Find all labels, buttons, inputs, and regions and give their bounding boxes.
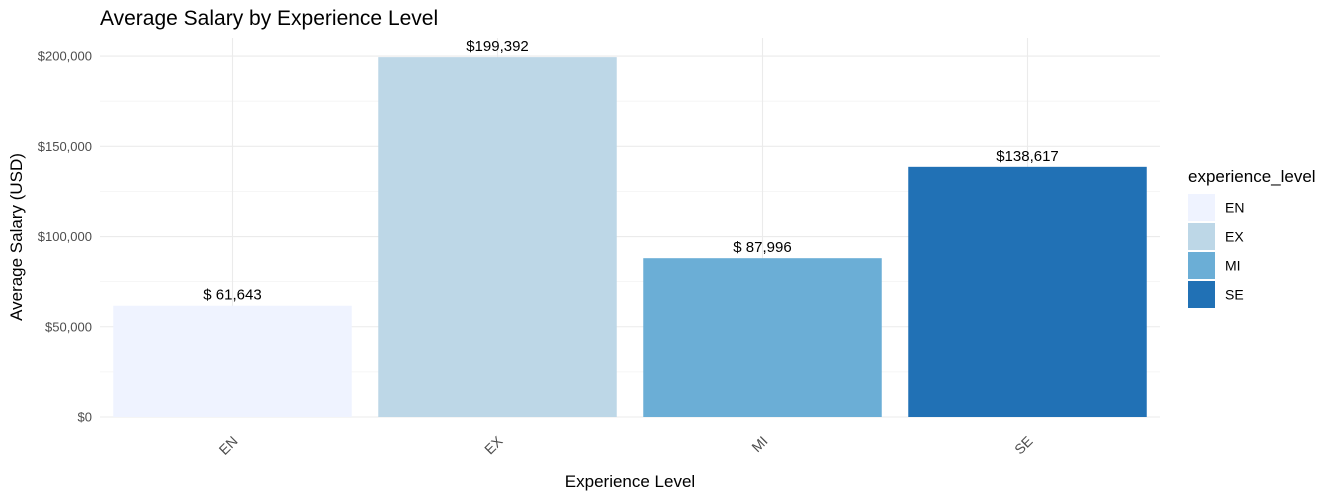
legend-title: experience_level [1188,167,1316,186]
x-tick-label: SE [1011,433,1036,458]
bar-en [113,305,352,417]
legend-label: EN [1225,200,1244,216]
legend-key-mi [1188,252,1215,279]
bar-value-label: $138,617 [996,148,1059,165]
chart-bar-labels: $ 61,643 $199,392 $ 87,996 $138,617 [203,38,1058,304]
legend-key-ex [1188,223,1215,250]
x-axis-title: Experience Level [565,472,695,491]
chart-title: Average Salary by Experience Level [100,7,438,30]
chart-bars [113,57,1147,418]
bar-se [908,166,1147,417]
legend-key-en [1188,194,1215,221]
y-tick-label: $50,000 [45,319,92,334]
x-tick-label: EN [216,433,241,458]
y-tick-label: $0 [78,410,92,425]
x-tick-label: MI [748,433,770,455]
bar-mi [643,258,882,417]
y-tick-label: $150,000 [38,139,92,154]
legend-label: EX [1225,229,1244,245]
legend-label: MI [1225,258,1241,274]
bar-value-label: $ 61,643 [203,287,261,304]
legend-label: SE [1225,287,1244,303]
y-axis-ticks: $0 $50,000 $100,000 $150,000 $200,000 [38,49,92,425]
legend-key-se [1188,281,1215,308]
bar-value-label: $199,392 [466,38,529,55]
chart-legend: experience_level EN EX MI SE [1188,167,1316,308]
y-tick-label: $100,000 [38,229,92,244]
x-tick-label: EX [481,432,506,457]
x-axis-ticks: EN EX MI SE [216,432,1036,458]
bar-value-label: $ 87,996 [733,239,791,256]
bar-ex [378,57,617,418]
y-axis-title: Average Salary (USD) [7,153,26,321]
y-tick-label: $200,000 [38,49,92,64]
